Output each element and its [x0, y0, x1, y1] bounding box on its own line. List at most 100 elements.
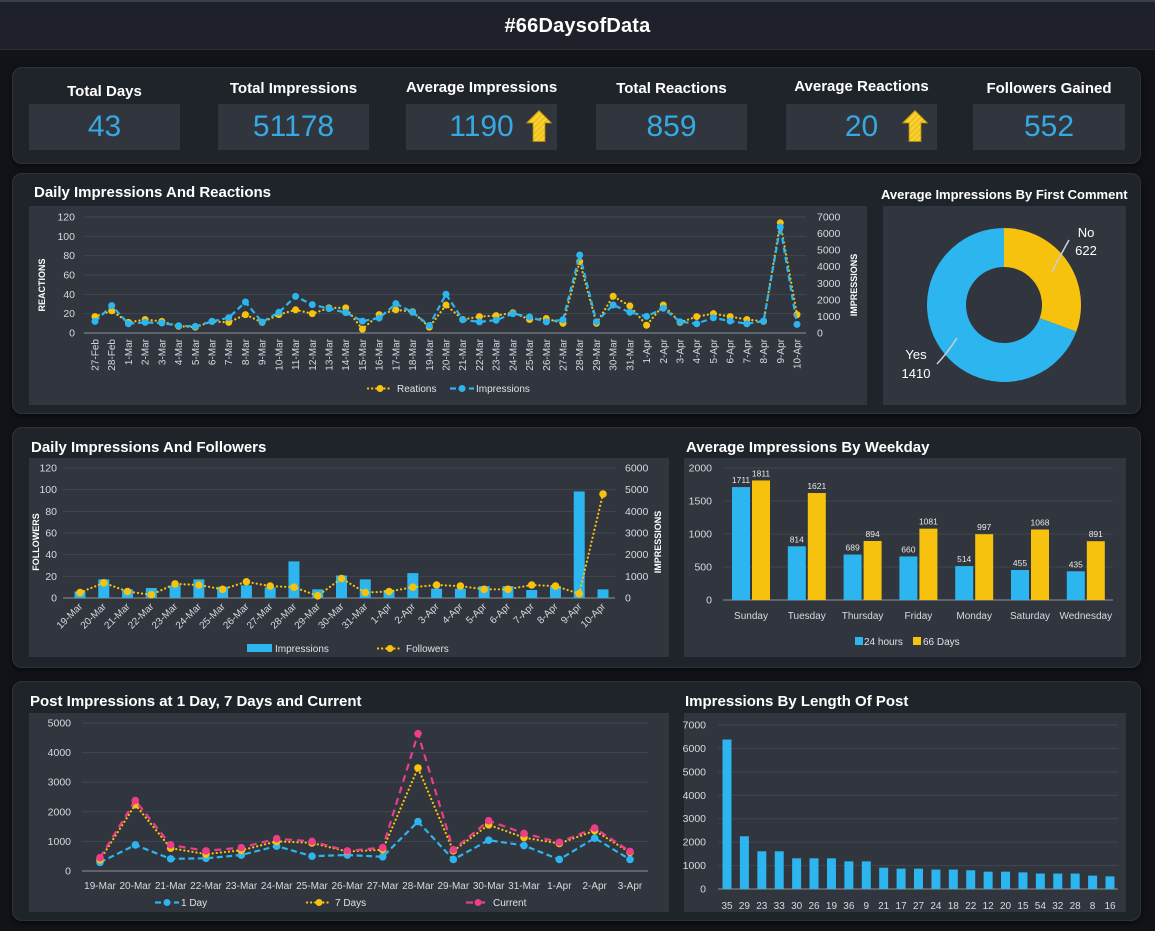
x-tick-label: 4-Mar: [174, 338, 185, 365]
y-tick-label: 20: [63, 308, 75, 320]
bar-impressions: [336, 575, 347, 598]
x-tick-label: 23: [756, 901, 768, 912]
kpi-value-total-days: 43: [87, 110, 122, 143]
point-1-day: [520, 841, 528, 850]
series-line-1-day: [99, 820, 631, 864]
y-tick-label: 5000: [48, 718, 72, 730]
bar-impressions: [914, 868, 923, 889]
x-tick-label: 29-Mar: [592, 338, 603, 370]
x-tick-label: 1-Apr: [369, 601, 395, 627]
bar-impressions: [169, 585, 181, 598]
x-tick-label: 27-Feb: [91, 339, 102, 371]
y-tick-label: 100: [39, 484, 57, 496]
x-tick-label: 24-Mar: [261, 881, 293, 892]
x-tick-label: 30-Mar: [473, 881, 505, 892]
y2-tick-label: 4000: [625, 506, 649, 518]
point-1-day: [590, 834, 599, 842]
x-tick-label: 10-Apr: [579, 601, 608, 630]
bar-impressions: [264, 587, 276, 598]
x-tick-label: 32: [1052, 901, 1064, 912]
point-reations: [308, 310, 316, 318]
data-label: 514: [957, 554, 971, 564]
bar-24-hours: [955, 566, 974, 600]
point-followers: [313, 592, 322, 600]
kpi-value-total-impressions: 51178: [252, 110, 335, 143]
x-tick-label: 28-Mar: [402, 881, 434, 892]
point-1-day: [555, 855, 564, 864]
legend-point-marker: [474, 899, 482, 906]
y-tick-label: 0: [51, 593, 57, 605]
kpi-value-total-reactions: 859: [646, 110, 697, 143]
x-tick-label: 28: [1070, 901, 1082, 912]
point-impressions: [559, 316, 567, 324]
y2-tick-label: 3000: [817, 278, 841, 290]
bar-impressions: [739, 836, 749, 889]
x-tick-label: 10-Mar: [274, 338, 285, 370]
x-tick-label: 5-Apr: [709, 338, 720, 363]
point-followers: [480, 585, 488, 594]
y2-axis-title: IMPRESSIONS: [653, 511, 663, 574]
x-tick-label: 54: [1035, 901, 1047, 912]
y-tick-label: 0: [69, 328, 75, 340]
legend-item-7-days: [305, 899, 333, 906]
bar-66-days: [863, 540, 882, 600]
data-label: 891: [1089, 529, 1103, 539]
legend-item-reations: [366, 385, 394, 392]
point-1-day: [378, 852, 387, 861]
x-tick-label: 31-Mar: [340, 601, 371, 632]
x-tick-label: 24-Mar: [508, 338, 519, 370]
point-followers: [147, 590, 156, 599]
x-tick-label: 8-Apr: [536, 601, 562, 627]
x-tick-label: 16: [1104, 901, 1116, 912]
donut-slice-no: [1004, 228, 1082, 332]
bar-impressions: [948, 869, 958, 889]
point-1-day: [449, 855, 458, 864]
x-tick-label: 15: [1017, 901, 1029, 912]
chart-title-post-impressions: Post Impressions at 1 Day, 7 Days and Cu…: [30, 693, 362, 710]
legend-label: Impressions: [476, 384, 530, 395]
point-followers: [290, 583, 298, 591]
y-axis-title: REACTIONS: [37, 258, 47, 311]
point-current: [131, 796, 140, 805]
point-7-days: [414, 764, 422, 772]
legend-item-24-hours: [855, 637, 863, 645]
x-tick-label: 11-Mar: [291, 338, 302, 370]
legend-item-1-day: [155, 899, 179, 906]
x-tick-label: 28-Feb: [107, 339, 118, 371]
x-tick-label: 20: [1000, 901, 1012, 912]
y-tick-label: 60: [63, 270, 75, 282]
data-label: 894: [866, 529, 880, 539]
bar-24-hours: [843, 554, 862, 600]
legend-item-66-days: [913, 637, 921, 645]
y-tick-label: 6000: [683, 743, 707, 755]
bar-66-days: [1086, 541, 1105, 600]
x-tick-label: 19-Mar: [425, 338, 436, 370]
point-impressions: [308, 301, 316, 309]
point-impressions: [375, 314, 383, 322]
x-tick-label: 15-Mar: [358, 338, 369, 370]
point-followers: [195, 581, 203, 589]
x-tick-label: 20-Mar: [442, 338, 453, 370]
x-tick-label: 17: [896, 901, 908, 912]
x-tick-label: Saturday: [1010, 611, 1050, 622]
bar-impressions: [792, 858, 802, 889]
point-current: [378, 843, 387, 852]
bar-impressions: [1035, 873, 1045, 889]
point-current: [484, 816, 493, 825]
point-impressions: [258, 318, 266, 326]
bar-impressions: [774, 851, 784, 889]
point-impressions: [776, 223, 784, 231]
point-current: [237, 843, 246, 852]
point-impressions: [275, 308, 283, 316]
x-tick-label: 13-Mar: [325, 338, 336, 370]
kpi-card-total-days: 43: [29, 104, 180, 150]
x-tick-label: Thursday: [842, 611, 884, 622]
y2-tick-label: 2000: [625, 549, 649, 561]
x-tick-label: 26-Mar: [542, 338, 553, 370]
point-impressions: [342, 309, 350, 317]
point-impressions: [626, 308, 634, 316]
x-tick-label: 6-Apr: [488, 601, 514, 627]
x-tick-label: 16-Mar: [375, 338, 386, 370]
slice-value: 622: [1075, 243, 1097, 258]
